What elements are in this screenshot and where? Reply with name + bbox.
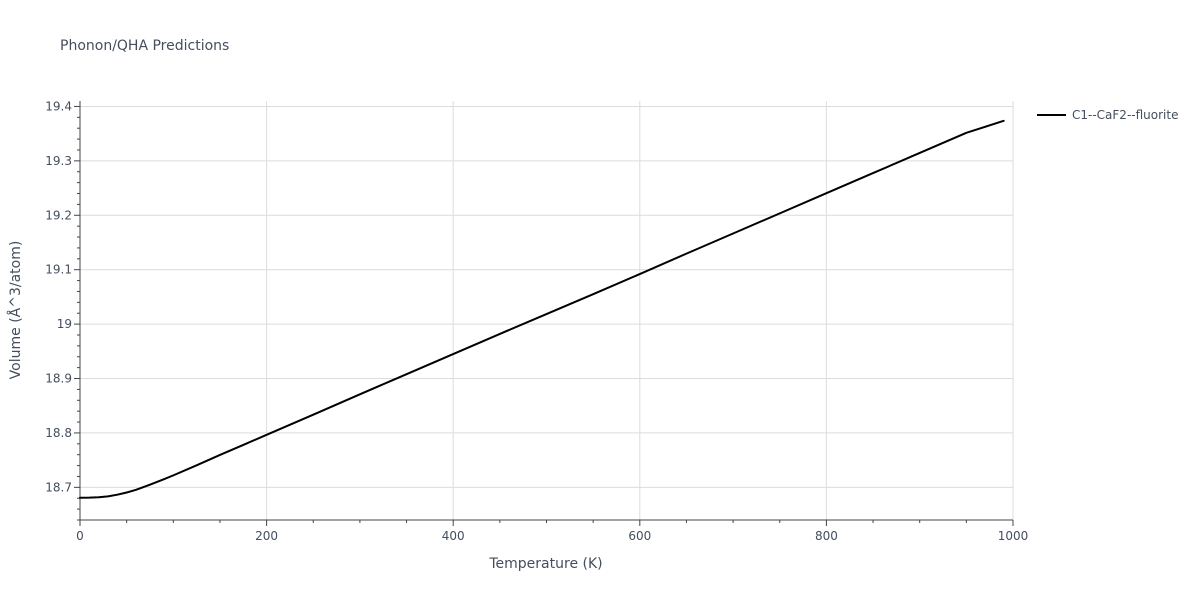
- x-tick-label: 600: [628, 529, 651, 543]
- series-layer: [79, 119, 1005, 499]
- y-axis-title: Volume (Å^3/atom): [7, 241, 24, 380]
- legend-label: C1--CaF2--fluorite: [1072, 108, 1178, 122]
- grid-layer: [80, 101, 1014, 520]
- x-tick-label: 200: [255, 529, 278, 543]
- y-tick-label: 18.7: [45, 480, 72, 494]
- series-line-0: [79, 119, 1005, 499]
- y-tick-label: 19.3: [45, 154, 72, 168]
- chart-title: Phonon/QHA Predictions: [60, 38, 229, 54]
- legend[interactable]: C1--CaF2--fluorite: [1037, 108, 1178, 122]
- x-tick-label: 800: [815, 529, 838, 543]
- x-axis-title: Temperature (K): [488, 556, 602, 572]
- axis-layer: 0 200 400 600 800 1000 18.7 18.8 18.9 19 19.1 19.2 1…: [45, 99, 1028, 543]
- y-tick-label: 19.4: [45, 99, 72, 113]
- y-tick-label: 18.8: [45, 426, 72, 440]
- y-tick-label: 19: [57, 317, 72, 331]
- legend-item[interactable]: C1--CaF2--fluorite: [1037, 108, 1178, 122]
- x-tick-label: 0: [76, 529, 84, 543]
- y-tick-label: 18.9: [45, 372, 72, 386]
- y-tick-label: 19.2: [45, 208, 72, 222]
- x-tick-label: 400: [442, 529, 465, 543]
- y-tick-label: 19.1: [45, 263, 72, 277]
- x-tick-label: 1000: [998, 529, 1029, 543]
